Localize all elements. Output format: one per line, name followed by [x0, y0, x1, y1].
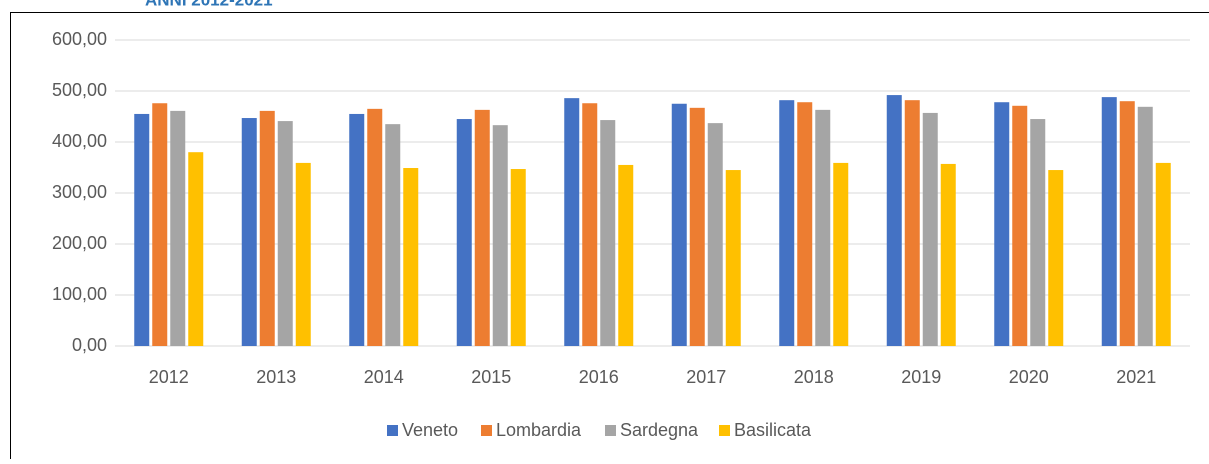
legend-label: Lombardia: [496, 420, 582, 440]
y-tick-label: 100,00: [52, 284, 107, 304]
bar: [403, 168, 418, 346]
x-tick-label: 2021: [1116, 367, 1156, 387]
bar: [779, 100, 794, 346]
bar: [815, 110, 830, 346]
y-tick-label: 200,00: [52, 233, 107, 253]
bar: [600, 120, 615, 346]
legend-swatch: [387, 425, 398, 436]
bar: [170, 111, 185, 346]
bar: [1048, 170, 1063, 346]
bar: [833, 163, 848, 346]
bar: [367, 109, 382, 346]
bar: [1102, 97, 1117, 346]
x-tick-label: 2014: [364, 367, 404, 387]
bar: [582, 103, 597, 346]
bar: [188, 152, 203, 346]
bar: [564, 98, 579, 346]
legend-swatch: [481, 425, 492, 436]
bar: [260, 111, 275, 346]
x-tick-label: 2018: [794, 367, 834, 387]
legend-label: Basilicata: [734, 420, 812, 440]
legend-swatch: [719, 425, 730, 436]
bar: [511, 169, 526, 346]
bar: [493, 125, 508, 346]
bar: [941, 164, 956, 346]
bar: [672, 104, 687, 346]
legend-label: Sardegna: [620, 420, 699, 440]
bar: [923, 113, 938, 346]
legend-swatch: [605, 425, 616, 436]
bar: [1138, 107, 1153, 346]
bar: [457, 119, 472, 346]
bar: [296, 163, 311, 346]
x-tick-label: 2020: [1009, 367, 1049, 387]
bar: [690, 108, 705, 346]
x-tick-label: 2019: [901, 367, 941, 387]
y-tick-label: 300,00: [52, 182, 107, 202]
y-tick-label: 0,00: [72, 335, 107, 355]
bar: [134, 114, 149, 346]
y-tick-label: 600,00: [52, 29, 107, 49]
x-tick-label: 2012: [149, 367, 189, 387]
x-tick-label: 2013: [256, 367, 296, 387]
bar: [349, 114, 364, 346]
bar: [1156, 163, 1171, 346]
bar: [1012, 106, 1027, 346]
bar: [797, 102, 812, 346]
bar: [1030, 119, 1045, 346]
bar: [618, 165, 633, 346]
bar: [708, 123, 723, 346]
x-tick-label: 2016: [579, 367, 619, 387]
bar: [1120, 101, 1135, 346]
y-tick-label: 400,00: [52, 131, 107, 151]
bar: [887, 95, 902, 346]
bar: [278, 121, 293, 346]
bar: [475, 110, 490, 346]
chart-title: ANNI 2012-2021: [145, 0, 273, 9]
bar: [152, 103, 167, 346]
bar: [905, 100, 920, 346]
y-tick-label: 500,00: [52, 80, 107, 100]
bar: [242, 118, 257, 346]
legend-label: Veneto: [402, 420, 458, 440]
bar: [994, 102, 1009, 346]
x-tick-label: 2017: [686, 367, 726, 387]
bar: [385, 124, 400, 346]
x-tick-label: 2015: [471, 367, 511, 387]
bar: [726, 170, 741, 346]
